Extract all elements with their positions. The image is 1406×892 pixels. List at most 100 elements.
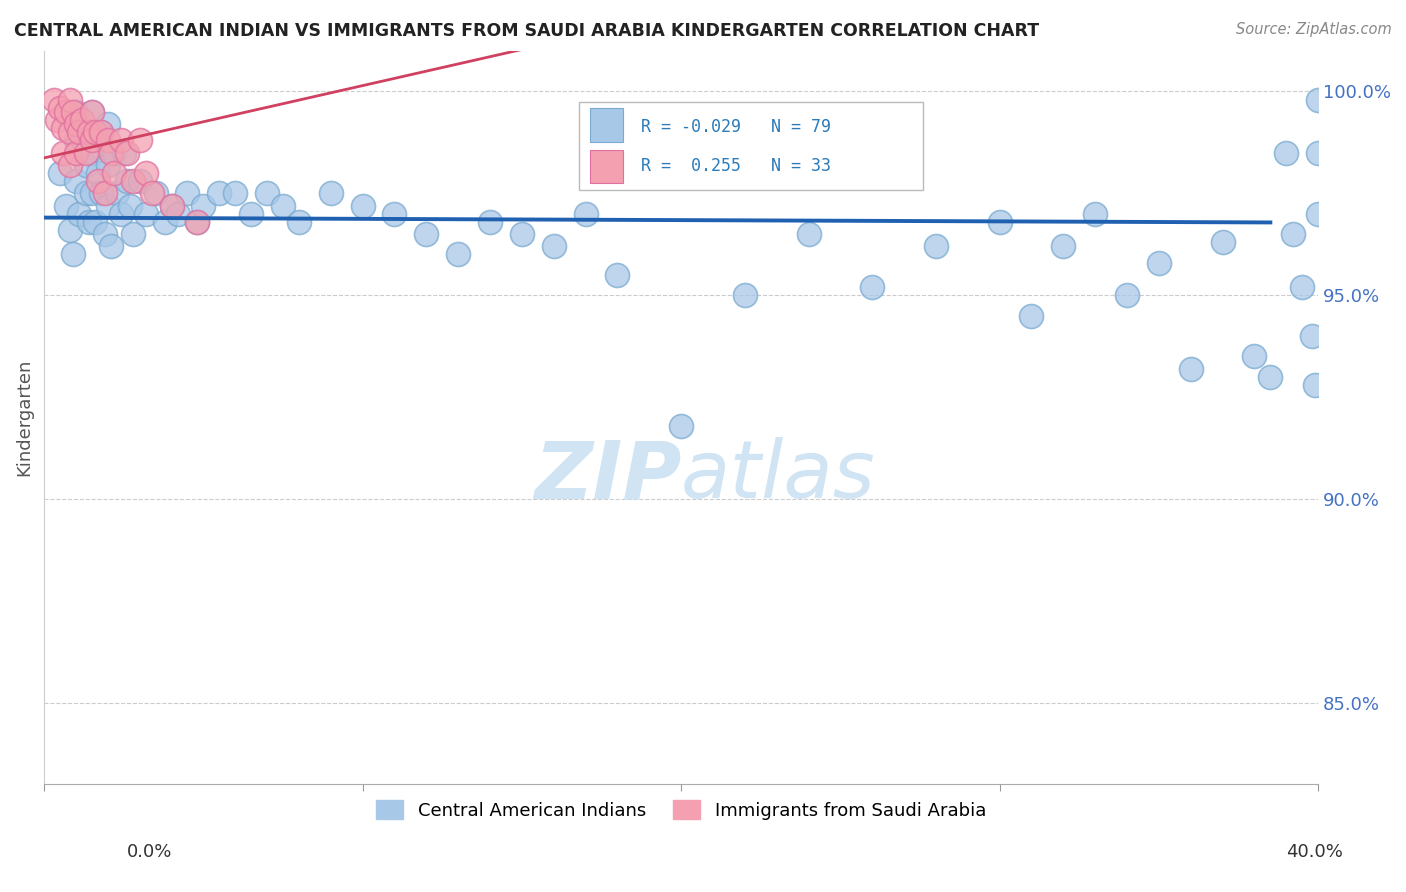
Point: [1260, 369, 1282, 384]
Point: [93, 186, 115, 201]
Point: [97, 158, 120, 172]
Point: [1052, 239, 1074, 253]
Point: [52, 121, 75, 136]
Point: [90, 186, 112, 201]
Point: [100, 239, 122, 253]
Point: [75, 158, 97, 172]
Point: [145, 186, 167, 201]
Point: [1243, 350, 1265, 364]
Point: [1116, 288, 1139, 302]
Point: [58, 93, 80, 107]
Point: [186, 215, 208, 229]
Point: [58, 223, 80, 237]
Point: [77, 125, 100, 139]
Point: [97, 198, 120, 212]
Point: [77, 215, 100, 229]
Point: [288, 215, 311, 229]
Point: [1281, 227, 1303, 241]
Point: [87, 166, 110, 180]
Text: Source: ZipAtlas.com: Source: ZipAtlas.com: [1236, 22, 1392, 37]
Point: [860, 280, 883, 294]
Point: [128, 133, 150, 147]
Point: [384, 207, 406, 221]
Point: [62, 104, 84, 119]
Point: [415, 227, 437, 241]
Point: [93, 227, 115, 241]
Y-axis label: Kindergarten: Kindergarten: [15, 359, 32, 476]
Text: ZIP: ZIP: [534, 437, 681, 516]
Point: [110, 133, 132, 147]
Point: [271, 198, 294, 212]
Point: [352, 198, 374, 212]
Point: [1301, 329, 1323, 343]
Point: [574, 207, 596, 221]
Point: [80, 186, 103, 201]
Point: [72, 125, 94, 139]
Point: [256, 186, 278, 201]
Point: [510, 227, 533, 241]
Point: [1180, 361, 1202, 376]
Text: atlas: atlas: [681, 437, 876, 516]
Text: CENTRAL AMERICAN INDIAN VS IMMIGRANTS FROM SAUDI ARABIA KINDERGARTEN CORRELATION: CENTRAL AMERICAN INDIAN VS IMMIGRANTS FR…: [14, 22, 1039, 40]
Point: [167, 207, 190, 221]
Point: [669, 418, 692, 433]
Point: [67, 207, 90, 221]
Point: [90, 125, 112, 139]
Point: [55, 198, 77, 212]
Point: [75, 186, 97, 201]
Point: [447, 247, 470, 261]
Point: [1308, 145, 1330, 160]
Point: [103, 145, 125, 160]
Point: [193, 198, 215, 212]
Point: [49, 101, 72, 115]
Point: [1212, 235, 1234, 250]
Point: [141, 186, 163, 201]
Point: [80, 133, 103, 147]
Point: [80, 104, 103, 119]
Point: [115, 174, 138, 188]
Point: [1275, 145, 1298, 160]
Point: [112, 145, 135, 160]
Point: [1084, 207, 1107, 221]
Point: [84, 215, 107, 229]
Point: [84, 125, 107, 139]
Point: [1308, 93, 1330, 107]
Point: [208, 186, 231, 201]
Point: [1308, 207, 1330, 221]
Point: [58, 125, 80, 139]
Point: [97, 133, 120, 147]
Point: [80, 104, 103, 119]
Point: [100, 145, 122, 160]
Point: [135, 166, 157, 180]
Point: [135, 207, 157, 221]
Point: [80, 145, 103, 160]
Point: [122, 174, 145, 188]
Point: [153, 215, 176, 229]
Point: [65, 145, 87, 160]
Text: 40.0%: 40.0%: [1286, 843, 1343, 861]
Point: [479, 215, 502, 229]
Point: [160, 198, 183, 212]
Point: [319, 186, 342, 201]
Point: [988, 215, 1011, 229]
Point: [45, 113, 67, 128]
Point: [87, 174, 110, 188]
Point: [797, 227, 820, 241]
Point: [734, 288, 756, 302]
Point: [606, 268, 628, 282]
Point: [120, 198, 142, 212]
Point: [1303, 378, 1326, 392]
Text: 0.0%: 0.0%: [127, 843, 172, 861]
Point: [105, 186, 128, 201]
Point: [49, 166, 72, 180]
Point: [90, 125, 112, 139]
Point: [115, 145, 138, 160]
Point: [52, 145, 75, 160]
Point: [58, 158, 80, 172]
Point: [1021, 309, 1043, 323]
Point: [122, 227, 145, 241]
Point: [65, 174, 87, 188]
Point: [176, 186, 198, 201]
Point: [224, 186, 246, 201]
Point: [186, 215, 208, 229]
